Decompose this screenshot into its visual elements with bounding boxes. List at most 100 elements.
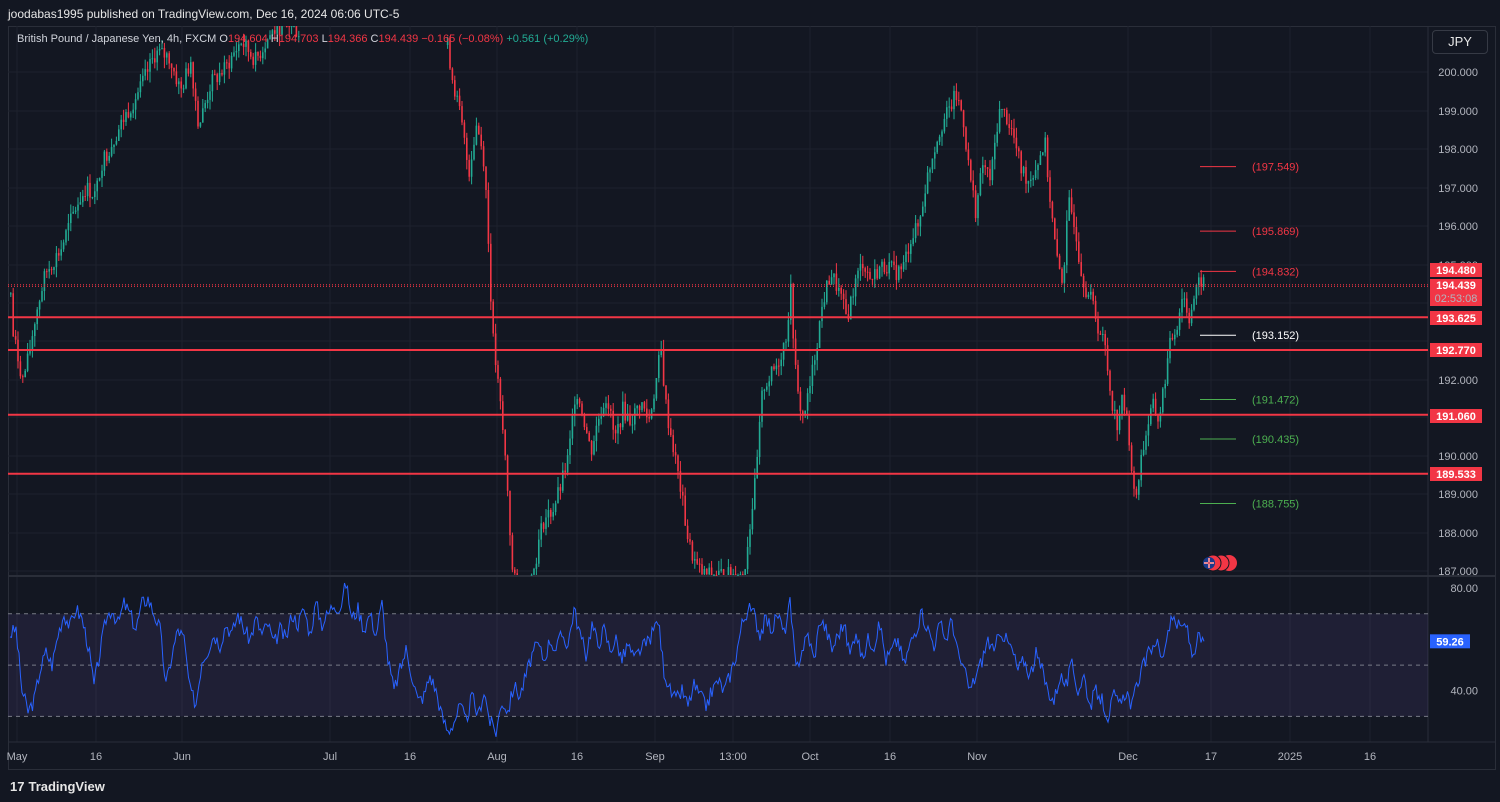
candle-body <box>761 390 763 422</box>
candle-body <box>451 68 454 81</box>
candle-body <box>672 435 674 453</box>
candle-body <box>641 402 643 411</box>
tradingview-logo[interactable]: 17 TradingView <box>10 779 105 794</box>
candle-body <box>475 125 478 145</box>
candle-body <box>907 251 910 254</box>
candle-body <box>674 452 677 456</box>
candle-body <box>895 265 898 281</box>
candle-body <box>1034 170 1037 179</box>
candle-body <box>612 410 614 430</box>
candle-body <box>1027 180 1030 184</box>
candle-body <box>1090 291 1092 295</box>
symbol-legend: British Pound / Japanese Yen, 4h, FXCM O… <box>17 33 588 45</box>
current-price-label: 194.439 <box>1436 280 1476 292</box>
candle-body <box>852 296 854 298</box>
candle-body <box>658 355 660 379</box>
candle-body <box>1085 287 1087 298</box>
candle-body <box>859 263 862 271</box>
candle-body <box>804 410 806 416</box>
candle-body <box>1121 394 1123 416</box>
candle-body <box>1147 424 1150 436</box>
candle-body <box>1003 109 1006 111</box>
candle-body <box>691 541 694 561</box>
candle-body <box>530 574 533 576</box>
candle-body <box>58 253 60 256</box>
candle-body <box>974 190 977 219</box>
candle-body <box>240 43 242 45</box>
candle-body <box>790 283 792 321</box>
candle-body <box>756 456 758 479</box>
candle-body <box>746 546 749 570</box>
candle-body <box>802 411 804 416</box>
time-axis-label: Oct <box>801 751 818 763</box>
candle-body <box>1135 488 1138 495</box>
candle-body <box>1020 151 1022 174</box>
candle-body <box>151 58 154 60</box>
candle-body <box>854 278 857 297</box>
candle-body <box>170 63 173 68</box>
candle-body <box>182 88 185 90</box>
candle-body <box>917 223 919 227</box>
candle-body <box>91 197 94 199</box>
candle-body <box>48 269 50 272</box>
candle-body <box>718 570 720 575</box>
uk-flag-icon[interactable] <box>1203 554 1237 572</box>
candle-body <box>574 404 576 416</box>
candle-body <box>46 271 48 273</box>
candle-body <box>226 62 228 64</box>
candle-body <box>545 517 547 529</box>
candle-body <box>233 52 235 56</box>
candle-body <box>967 149 970 161</box>
candle-body <box>922 206 924 217</box>
candle-body <box>821 306 823 322</box>
candle-body <box>965 127 967 150</box>
candle-body <box>782 342 785 360</box>
candle-body <box>631 424 634 426</box>
candle-body <box>1013 128 1015 138</box>
candle-body <box>799 391 802 412</box>
chart-frame[interactable] <box>8 26 1496 770</box>
currency-button[interactable]: JPY <box>1432 30 1488 54</box>
candle-body <box>1154 398 1157 416</box>
candle-body <box>65 230 67 243</box>
time-axis-label: Jun <box>173 751 191 763</box>
candle-body <box>778 365 780 367</box>
candle-body <box>1116 409 1118 431</box>
candle-body <box>144 69 146 76</box>
candle-body <box>1010 127 1013 129</box>
candle-body <box>1181 299 1183 313</box>
candle-body <box>1123 394 1126 411</box>
candle-body <box>22 376 24 378</box>
candle-body <box>960 100 962 111</box>
candle-body <box>118 129 120 141</box>
candle-body <box>96 180 98 192</box>
candle-body <box>950 106 953 110</box>
candle-body <box>161 47 163 49</box>
candle-body <box>178 81 180 85</box>
candle-body <box>238 44 240 52</box>
candle-body <box>458 95 461 107</box>
candle-body <box>204 103 206 109</box>
candle-body <box>473 144 475 160</box>
time-axis-label: Jul <box>323 751 337 763</box>
candle-body <box>850 296 852 320</box>
candle-body <box>125 112 127 123</box>
candle-body <box>1051 201 1054 219</box>
candle-body <box>660 350 662 356</box>
candle-body <box>1178 312 1181 330</box>
candle-body <box>984 165 986 168</box>
candle-body <box>857 270 859 279</box>
candle-body <box>1025 167 1027 184</box>
candle-body <box>264 48 266 53</box>
candle-body <box>766 386 768 390</box>
candle-body <box>994 142 996 160</box>
candle-body <box>31 336 34 351</box>
candle-body <box>583 414 586 428</box>
candle-body <box>540 523 542 540</box>
candle-body <box>504 430 506 456</box>
candle-body <box>86 182 89 197</box>
candle-body <box>787 320 790 342</box>
candle-body <box>946 107 948 119</box>
